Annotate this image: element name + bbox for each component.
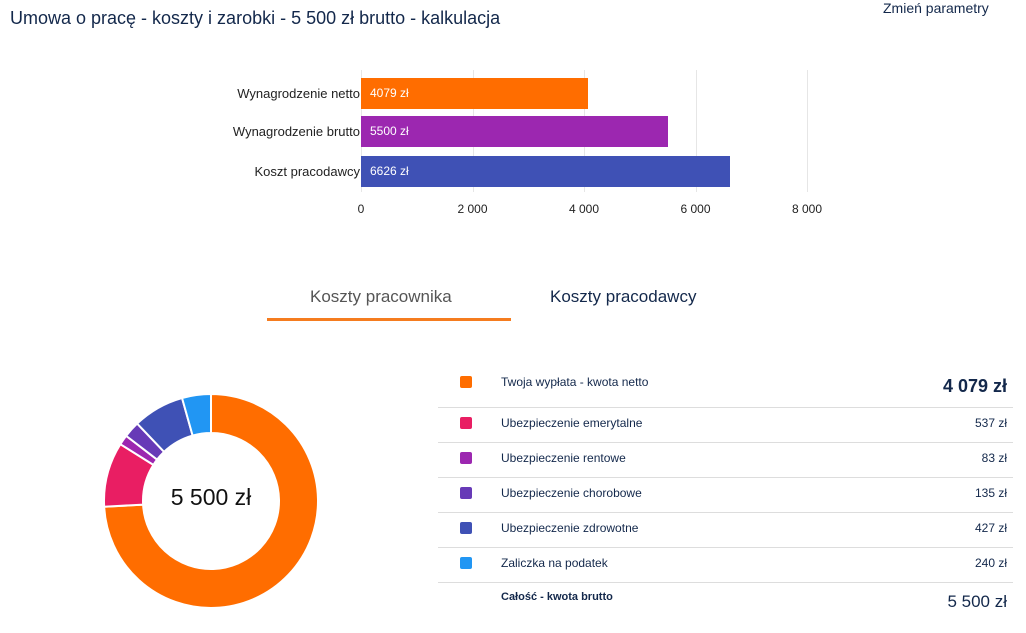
table-row: Zaliczka na podatek 240 zł xyxy=(438,547,1013,583)
row-label: Ubezpieczenie rentowe xyxy=(501,451,626,465)
row-label: Twoja wypłata - kwota netto xyxy=(501,375,649,389)
donut-slice[interactable] xyxy=(103,392,319,609)
change-parameters-link[interactable]: Zmień parametry xyxy=(883,0,989,16)
y-category-label: Wynagrodzenie brutto xyxy=(232,124,360,139)
active-tab-indicator xyxy=(267,318,511,321)
row-value: 537 zł xyxy=(974,416,1007,430)
row-value: 4 079 zł xyxy=(942,376,1007,396)
bar-value-label: 5500 zł xyxy=(370,124,409,138)
y-category-label: Koszt pracodawcy xyxy=(254,164,361,179)
row-value: 427 zł xyxy=(974,521,1007,535)
table-row: Ubezpieczenie emerytalne 537 zł xyxy=(438,407,1013,443)
x-tick-label: 6 000 xyxy=(680,202,711,216)
bar: 5500 zł xyxy=(361,116,668,147)
total-row: Całość - kwota brutto 5 500 zł xyxy=(438,582,1013,622)
legend-swatch xyxy=(460,376,472,388)
table-row: Twoja wypłata - kwota netto 4 079 zł xyxy=(438,364,1013,408)
legend-swatch xyxy=(460,557,472,569)
tab-employer-costs[interactable]: Koszty pracodawcy xyxy=(550,287,697,306)
row-value: 240 zł xyxy=(974,556,1007,570)
donut-slice[interactable] xyxy=(180,392,212,437)
row-label: Ubezpieczenie chorobowe xyxy=(501,486,642,500)
table-row: Ubezpieczenie rentowe 83 zł xyxy=(438,442,1013,478)
legend-swatch xyxy=(460,487,472,499)
bar: 4079 zł xyxy=(361,78,589,109)
y-category-label: Wynagrodzenie netto xyxy=(237,86,360,101)
row-value: 83 zł xyxy=(981,451,1007,465)
tab-employee-costs[interactable]: Koszty pracownika xyxy=(310,287,452,306)
gridline xyxy=(807,70,808,192)
page-title: Umowa o pracę - koszty i zarobki - 5 500… xyxy=(10,8,501,28)
table-row: Ubezpieczenie zdrowotne 427 zł xyxy=(438,512,1013,548)
bar-value-label: 4079 zł xyxy=(370,86,409,100)
gridline xyxy=(695,70,697,192)
row-label: Ubezpieczenie emerytalne xyxy=(501,416,643,430)
legend-swatch xyxy=(460,417,472,429)
x-tick-label: 8 000 xyxy=(791,202,823,216)
legend-swatch xyxy=(460,522,472,534)
total-value: 5 500 zł xyxy=(947,592,1007,611)
x-tick-label: 0 xyxy=(357,202,365,216)
row-label: Ubezpieczenie zdrowotne xyxy=(501,521,639,535)
row-label: Zaliczka na podatek xyxy=(501,556,608,570)
x-tick-label: 2 000 xyxy=(457,202,488,216)
donut-chart xyxy=(103,392,319,609)
donut-center-label: 5 500 zł xyxy=(170,484,252,510)
bar-value-label: 6626 zł xyxy=(370,164,409,178)
table-row: Ubezpieczenie chorobowe 135 zł xyxy=(438,477,1013,513)
row-value: 135 zł xyxy=(974,486,1007,500)
legend-swatch xyxy=(460,452,472,464)
total-label: Całość - kwota brutto xyxy=(501,591,613,603)
bar: 6626 zł xyxy=(361,156,731,187)
x-tick-label: 4 000 xyxy=(568,202,600,216)
